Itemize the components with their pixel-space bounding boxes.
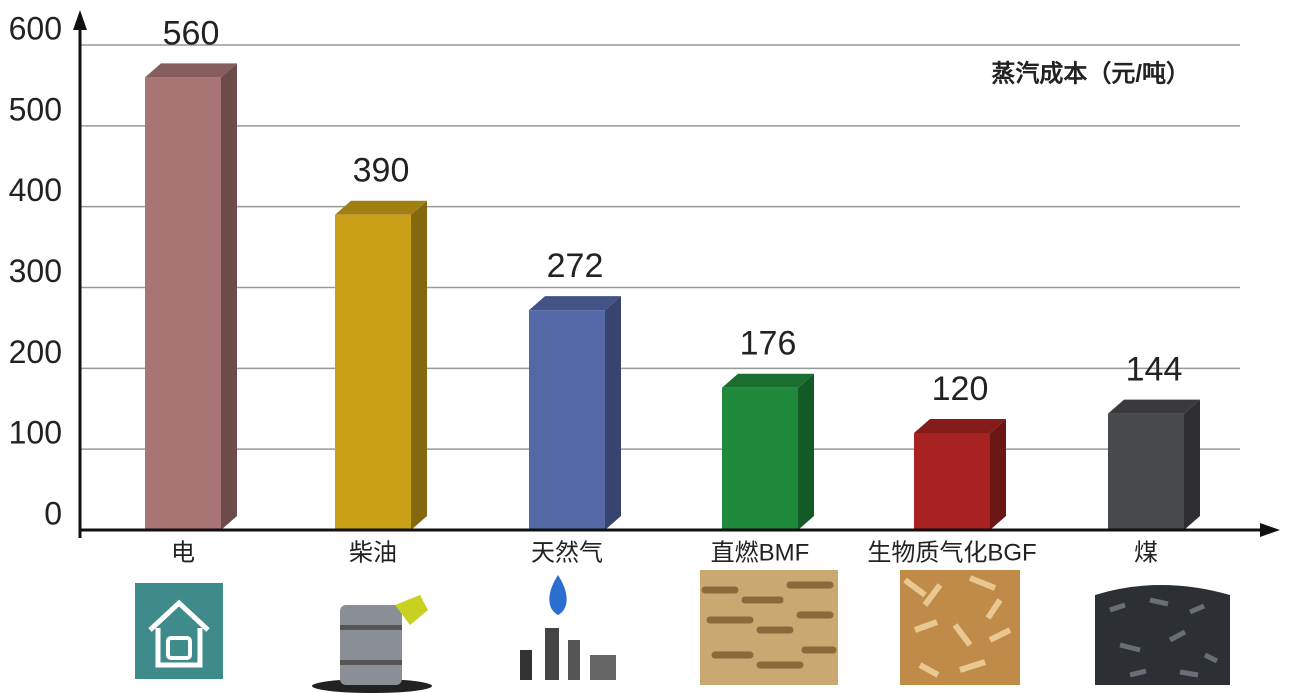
icon-tower	[545, 628, 559, 680]
icon-barrel-ring	[340, 625, 402, 630]
icon-flame	[549, 575, 567, 615]
x-tick-label: 天然气	[531, 539, 603, 566]
bar-side	[990, 419, 1006, 530]
y-tick-label: 200	[9, 334, 62, 370]
value-label: 560	[163, 14, 220, 52]
bar	[722, 387, 798, 530]
bar-top	[914, 419, 1006, 433]
x-tick-label: 柴油	[349, 539, 397, 566]
bar-top	[529, 296, 621, 311]
bar	[914, 433, 990, 530]
annotation: 蒸汽成本（元/吨）	[991, 59, 1190, 87]
value-label: 144	[1126, 351, 1183, 389]
y-tick-label: 0	[44, 495, 62, 531]
y-tick-label: 300	[9, 253, 62, 289]
x-tick-label: 生物质气化BGF	[867, 539, 1036, 566]
y-tick-label: 500	[9, 91, 62, 127]
bar	[145, 77, 221, 530]
bar-top	[335, 200, 427, 215]
bar	[335, 214, 411, 530]
icon-coal	[1095, 585, 1230, 685]
value-label: 176	[740, 325, 797, 363]
bar	[529, 310, 605, 530]
bar-side	[605, 296, 621, 530]
icon-chip-detail	[903, 575, 1012, 678]
y-tick-label: 400	[9, 172, 62, 208]
icon-plug	[166, 636, 192, 660]
icon-barrel	[340, 605, 402, 685]
bar-top	[1108, 399, 1200, 414]
icon-house	[148, 599, 210, 668]
value-label: 272	[547, 247, 604, 285]
bar-side	[411, 200, 427, 530]
x-tick-label: 煤	[1134, 539, 1158, 566]
bar	[1108, 413, 1184, 530]
icon-nozzle	[395, 595, 428, 625]
bar-top	[145, 63, 237, 78]
x-axis-arrow	[1260, 523, 1280, 537]
y-axis-arrow	[73, 10, 87, 30]
icons	[135, 570, 1230, 693]
icon-tower	[520, 650, 532, 680]
icon-tower	[568, 640, 580, 680]
bar-top	[722, 373, 814, 388]
icon-tower	[590, 655, 616, 680]
icon-pellet-detail	[701, 581, 837, 669]
bar-side	[798, 373, 814, 530]
value-label: 390	[353, 152, 410, 190]
x-tick-label: 直燃BMF	[711, 539, 810, 566]
bar-side	[221, 63, 237, 530]
icon-barrel-ring	[340, 660, 402, 665]
value-label: 120	[932, 370, 989, 408]
plot: 0 100 200 300 400 500 600 560 电 390 柴油 272 天然气 176 直燃B…	[9, 10, 1280, 566]
x-tick-label: 电	[171, 539, 195, 566]
y-tick-label: 100	[9, 415, 62, 451]
bar-side	[1184, 399, 1200, 530]
icon-coal-detail	[1109, 597, 1219, 678]
y-tick-label: 600	[9, 10, 62, 46]
